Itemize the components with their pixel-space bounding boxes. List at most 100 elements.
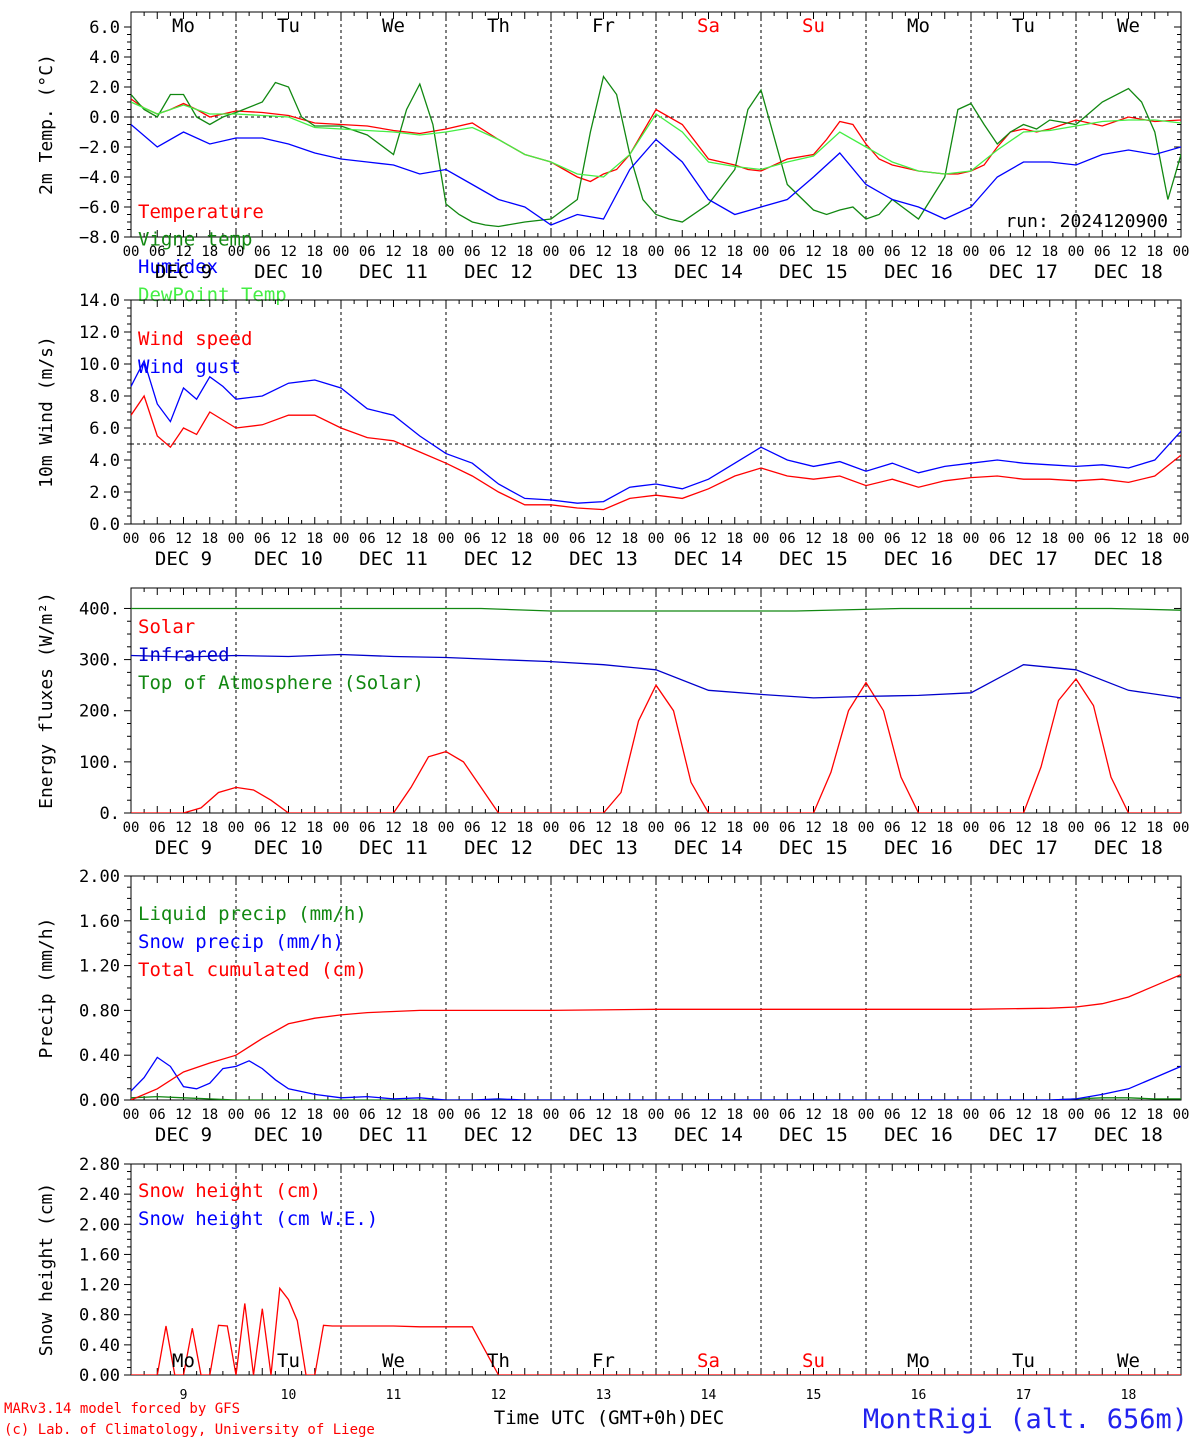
plot-frame <box>130 299 1182 525</box>
y-tick-label: 4.0 <box>89 451 120 471</box>
hour-tick-label: 12 <box>910 820 927 836</box>
hour-tick-label: 18 <box>201 244 218 260</box>
hour-tick-label: 12 <box>700 244 717 260</box>
weekday-label: Tu <box>277 1350 300 1372</box>
hour-tick-label: 00 <box>963 820 980 836</box>
hour-tick-label: 00 <box>438 531 455 547</box>
hour-tick-label: 00 <box>1173 820 1190 836</box>
date-label: DEC 11 <box>359 837 428 859</box>
hour-tick-label: 12 <box>385 244 402 260</box>
hour-tick-label: 18 <box>516 1107 533 1123</box>
legend-entry: Vigne temp <box>138 229 252 251</box>
hour-tick-label: 00 <box>543 1107 560 1123</box>
hour-tick-label: 18 <box>306 1107 323 1123</box>
date-label: DEC 10 <box>254 261 323 283</box>
lab-credit: (c) Lab. of Climatology, University of L… <box>4 1422 375 1438</box>
weekday-label: Mo <box>907 1350 930 1372</box>
day-number-label: 15 <box>806 1388 822 1403</box>
run-label: run: 2024120900 <box>1005 211 1168 232</box>
hour-tick-label: 12 <box>805 244 822 260</box>
hour-tick-label: 12 <box>805 1107 822 1123</box>
date-label: DEC 10 <box>254 1124 323 1146</box>
y-tick-label: 0.80 <box>79 1306 120 1326</box>
series-line-1 <box>131 677 1181 813</box>
hour-tick-label: 06 <box>464 244 481 260</box>
series-line-2 <box>131 653 1181 699</box>
date-label: DEC 14 <box>674 548 743 570</box>
date-label: DEC 13 <box>569 837 638 859</box>
weekday-label: Su <box>802 15 825 37</box>
hour-tick-label: 12 <box>280 820 297 836</box>
weekday-label: We <box>1117 1350 1140 1372</box>
weekday-label: Mo <box>172 1350 195 1372</box>
hour-tick-label: 00 <box>438 244 455 260</box>
hour-tick-label: 18 <box>306 531 323 547</box>
hour-tick-label: 00 <box>648 820 665 836</box>
date-label: DEC 9 <box>155 1124 212 1146</box>
hour-tick-label: 06 <box>149 820 166 836</box>
hour-tick-label: 18 <box>1146 820 1163 836</box>
day-number-label: 17 <box>1016 1388 1032 1403</box>
hour-tick-label: 18 <box>936 820 953 836</box>
hour-tick-label: 12 <box>805 820 822 836</box>
hour-tick-label: 00 <box>1068 244 1085 260</box>
weekday-label: Th <box>487 1350 510 1372</box>
date-label: DEC 14 <box>674 837 743 859</box>
series-line-2 <box>131 1056 1181 1100</box>
hour-tick-label: 18 <box>831 244 848 260</box>
hour-tick-label: 06 <box>464 531 481 547</box>
hour-tick-label: 06 <box>569 531 586 547</box>
legend-entry: Temperature <box>138 201 264 223</box>
hour-tick-label: 18 <box>516 244 533 260</box>
weekday-label: Mo <box>907 15 930 37</box>
hour-tick-label: 00 <box>1173 531 1190 547</box>
date-label: DEC 14 <box>674 261 743 283</box>
hour-tick-label: 18 <box>1146 1107 1163 1123</box>
hour-tick-label: 06 <box>779 244 796 260</box>
date-label: DEC 10 <box>254 837 323 859</box>
hour-tick-label: 00 <box>648 244 665 260</box>
y-tick-label: 300. <box>79 651 120 671</box>
hour-tick-label: 06 <box>1094 244 1111 260</box>
y-tick-label: −8.0 <box>79 228 120 248</box>
y-axis-label: Snow height (cm) <box>36 1183 57 1356</box>
hour-tick-label: 00 <box>123 531 140 547</box>
hour-tick-label: 00 <box>963 244 980 260</box>
weekday-label: Sa <box>697 15 720 37</box>
panel-4: 2.00 1.60 1.20 0.80 0.40 0.00 Precip (mm/h) Liq… <box>36 867 1190 1146</box>
hour-tick-label: 00 <box>333 531 350 547</box>
date-label: DEC 18 <box>1094 1124 1163 1146</box>
y-tick-label: 0.0 <box>89 108 120 128</box>
hour-tick-label: 06 <box>149 1107 166 1123</box>
weekday-label: Tu <box>1012 15 1035 37</box>
series-line-2 <box>131 359 1181 504</box>
y-axis-label: Precip (mm/h) <box>36 918 57 1059</box>
hour-tick-label: 06 <box>359 244 376 260</box>
legend-entry: Wind speed <box>138 328 252 350</box>
hour-tick-label: 18 <box>411 820 428 836</box>
hour-tick-label: 06 <box>884 1107 901 1123</box>
day-number-label: 16 <box>911 1388 927 1403</box>
hour-tick-label: 06 <box>149 531 166 547</box>
series-line-1 <box>131 98 1181 183</box>
hour-tick-label: 18 <box>1146 531 1163 547</box>
hour-tick-label: 00 <box>1173 1107 1190 1123</box>
hour-tick-label: 18 <box>726 531 743 547</box>
y-tick-label: 1.60 <box>79 912 120 932</box>
series-line-2 <box>131 74 1181 228</box>
y-tick-label: 2.00 <box>79 1215 120 1235</box>
y-tick-label: 2.80 <box>79 1155 120 1175</box>
legend-entry: Liquid precip (mm/h) <box>138 903 367 925</box>
hour-tick-label: 00 <box>543 820 560 836</box>
hour-tick-label: 18 <box>411 244 428 260</box>
hour-tick-label: 06 <box>569 1107 586 1123</box>
hour-tick-label: 12 <box>280 1107 297 1123</box>
hour-tick-label: 00 <box>438 1107 455 1123</box>
date-label: DEC 9 <box>155 837 212 859</box>
y-tick-label: 1.20 <box>79 957 120 977</box>
hour-tick-label: 18 <box>1041 531 1058 547</box>
hour-tick-label: 00 <box>543 531 560 547</box>
hour-tick-label: 12 <box>1015 531 1032 547</box>
date-label: DEC 17 <box>989 261 1058 283</box>
date-label: DEC 16 <box>884 1124 953 1146</box>
